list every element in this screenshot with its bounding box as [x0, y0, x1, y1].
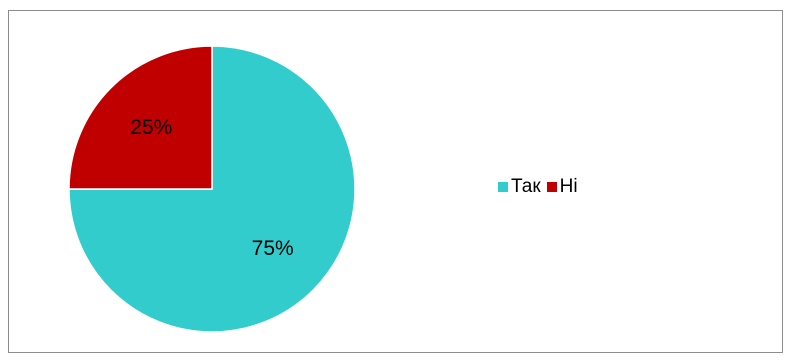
legend-item-tak: Так: [498, 176, 541, 198]
legend-item-ni: Ні: [546, 176, 578, 198]
legend: Так Ні: [498, 176, 578, 198]
legend-label-ni: Ні: [559, 176, 578, 197]
slice-label-tak: 75%: [252, 237, 294, 260]
slice-ni: [68, 45, 213, 190]
legend-swatch-ni: [546, 182, 557, 192]
slice-tak: [68, 45, 356, 333]
legend-label-tak: Так: [511, 176, 541, 197]
legend-swatch-tak: [498, 182, 508, 192]
slice-label-ni: 25%: [130, 116, 172, 139]
